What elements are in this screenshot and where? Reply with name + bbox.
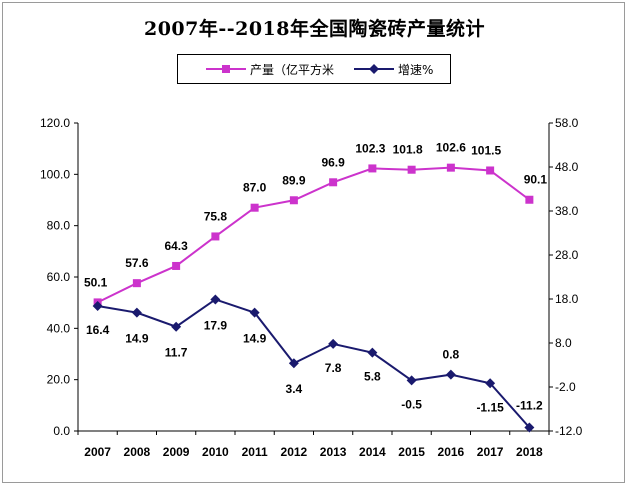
right-tick-label: 28.0 — [555, 248, 579, 262]
growth-data-label: 0.8 — [443, 348, 460, 362]
growth-data-label: -11.2 — [516, 398, 543, 412]
right-tick-label: 18.0 — [555, 292, 579, 306]
production-data-label: 89.9 — [282, 173, 306, 187]
production-data-label: 101.5 — [471, 143, 501, 157]
legend-item-production: 产量（亿平方米 — [206, 55, 334, 83]
left-tick-label: 120.0 — [40, 116, 70, 130]
production-point — [486, 166, 495, 175]
growth-point — [524, 422, 535, 433]
x-tick-label: 2016 — [438, 445, 465, 459]
production-point — [211, 232, 220, 241]
growth-point — [249, 307, 260, 318]
production-data-label: 75.8 — [204, 209, 228, 223]
growth-point — [406, 375, 417, 386]
left-tick-label: 20.0 — [47, 373, 71, 387]
production-point — [525, 195, 534, 204]
production-point — [132, 279, 141, 288]
legend: 产量（亿平方米 增速% — [177, 54, 451, 84]
production-point — [329, 178, 338, 187]
production-data-label: 102.6 — [436, 141, 466, 155]
production-point — [289, 196, 298, 205]
legend-line-diamond-icon — [354, 64, 394, 74]
production-point — [368, 164, 377, 173]
left-tick-label: 80.0 — [47, 219, 71, 233]
growth-point — [92, 301, 103, 312]
production-point — [407, 165, 416, 174]
production-data-label: 102.3 — [355, 141, 385, 155]
growth-data-label: -0.5 — [401, 397, 422, 411]
legend-label-growth: 增速% — [398, 62, 434, 77]
production-series-line — [97, 166, 530, 304]
growth-point — [288, 358, 299, 369]
legend-line-square-icon — [206, 65, 246, 73]
growth-data-label: 3.4 — [286, 382, 303, 396]
left-tick-label: 100.0 — [40, 167, 70, 181]
right-tick-label: 8.0 — [555, 336, 572, 350]
left-tick-label: 0.0 — [53, 424, 70, 438]
right-tick-label: 48.0 — [555, 160, 579, 174]
legend-label-production: 产量（亿平方米 — [250, 62, 335, 77]
growth-data-label: 17.9 — [204, 318, 228, 332]
right-tick-label: 38.0 — [555, 204, 579, 218]
production-data-label: 50.1 — [84, 275, 108, 289]
right-tick-label: -12.0 — [555, 424, 583, 438]
x-tick-label: 2015 — [398, 445, 425, 459]
growth-data-label: 7.8 — [325, 361, 342, 375]
x-tick-label: 2017 — [477, 445, 504, 459]
x-tick-label: 2012 — [281, 445, 308, 459]
right-tick-label: -2.0 — [555, 380, 576, 394]
growth-point — [367, 347, 378, 358]
left-tick-label: 40.0 — [47, 321, 71, 335]
growth-data-label: 14.9 — [125, 332, 149, 346]
growth-data-label: -1.15 — [476, 400, 504, 414]
production-data-label: 90.1 — [524, 173, 548, 187]
growth-point — [445, 369, 456, 380]
chart-title: 2007年--2018年全国陶瓷砖产量统计 — [143, 18, 486, 40]
x-tick-label: 2011 — [242, 445, 268, 459]
growth-point — [131, 307, 142, 318]
x-tick-label: 2007 — [84, 445, 111, 459]
x-tick-label: 2014 — [359, 445, 386, 459]
growth-data-label: 16.4 — [86, 323, 110, 337]
production-point — [172, 261, 181, 270]
left-tick-label: 60.0 — [47, 270, 71, 284]
production-data-label: 57.6 — [125, 256, 149, 270]
growth-point — [485, 378, 496, 389]
growth-series-line — [97, 298, 531, 429]
growth-point — [328, 338, 339, 349]
growth-data-label: 5.8 — [364, 370, 381, 384]
growth-point — [210, 294, 221, 305]
production-point — [250, 203, 259, 212]
x-tick-label: 2008 — [124, 445, 151, 459]
growth-data-label: 11.7 — [165, 346, 188, 360]
legend-item-growth: 增速% — [354, 55, 433, 83]
growth-data-label: 14.9 — [243, 332, 267, 346]
production-point — [446, 163, 455, 172]
right-tick-label: 58.0 — [555, 116, 579, 130]
production-data-label: 87.0 — [243, 181, 267, 195]
production-data-label: 101.8 — [393, 143, 423, 157]
production-data-label: 64.3 — [164, 239, 188, 253]
x-tick-label: 2010 — [202, 445, 229, 459]
x-tick-label: 2013 — [320, 445, 347, 459]
x-tick-label: 2009 — [163, 445, 190, 459]
production-data-label: 96.9 — [321, 155, 345, 169]
growth-point — [171, 321, 182, 332]
x-tick-label: 2018 — [516, 445, 543, 459]
